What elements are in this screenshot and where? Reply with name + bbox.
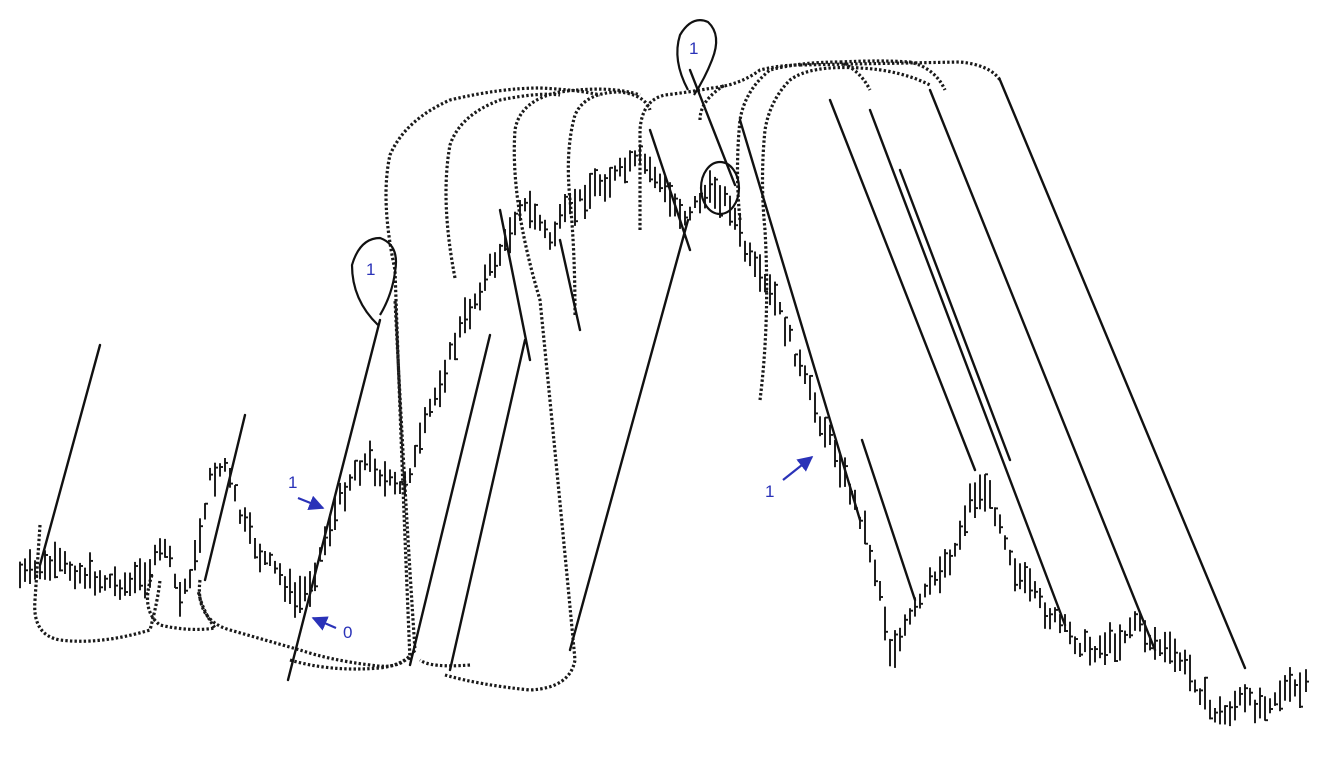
umbrella-3	[444, 87, 641, 692]
bubble-top-label: 1	[689, 39, 698, 58]
envelope-4	[289, 299, 417, 671]
umbrella-4	[566, 90, 652, 316]
trendline-r3	[286, 318, 382, 682]
trendline-f6	[928, 88, 1157, 652]
umbrella-2	[419, 92, 561, 668]
annotation-arrow-one-left: 1	[288, 473, 325, 511]
trendline-f8	[898, 168, 1012, 462]
umbrella-1	[384, 86, 601, 661]
annotation-bubble-left: 1	[350, 236, 398, 326]
trendline-f7	[998, 78, 1247, 670]
trendline-r4	[408, 333, 492, 667]
trendline-f4	[828, 98, 977, 472]
envelope-1	[33, 524, 162, 643]
trendline-r1	[38, 343, 102, 567]
annotation-arrow-one-right: 1	[765, 456, 814, 501]
bubble-left-outline	[350, 236, 398, 326]
trendline-f9	[558, 238, 582, 332]
circled-bar-highlight	[699, 160, 741, 216]
annotation-bubble-top: 1	[676, 19, 718, 96]
umbrella-6	[735, 60, 872, 221]
arrow-zero-label: 0	[343, 623, 352, 642]
arrow-one-left-label: 1	[288, 473, 297, 492]
swing-envelopes-top	[384, 59, 1002, 692]
trendline-r6	[568, 218, 690, 652]
bubble-top-outline	[676, 19, 718, 96]
bubble-left-label: 1	[366, 260, 375, 279]
trendline-f5	[868, 108, 1067, 627]
umbrella-9	[698, 83, 726, 121]
falling-trendlines	[498, 68, 1247, 670]
annotation-arrow-zero: 0	[311, 616, 352, 642]
swing-envelopes-left	[33, 299, 417, 671]
trendline-f3	[860, 438, 917, 602]
trendline-r5	[448, 338, 527, 672]
arrow-one-right-label: 1	[765, 482, 774, 501]
price-bars	[19, 144, 1309, 727]
umbrella-8	[799, 59, 1002, 91]
trendline-r2	[203, 413, 247, 582]
envelope-2	[145, 574, 218, 632]
rising-trendlines	[38, 218, 690, 682]
umbrella-7	[758, 65, 931, 401]
